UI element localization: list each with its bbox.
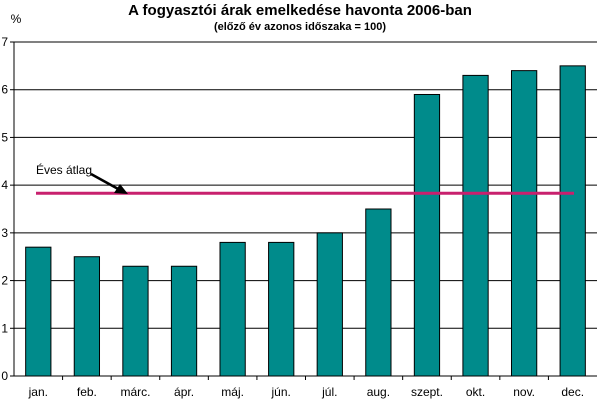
bar-0 [25, 246, 52, 377]
bar-7 [365, 208, 392, 377]
x-tick-label: szept. [411, 385, 443, 399]
bar-9 [462, 74, 489, 377]
bar-10 [510, 70, 538, 377]
x-tick-label: dec. [561, 385, 584, 399]
grid-lines [10, 41, 597, 377]
y-tick-label: 1 [1, 321, 8, 335]
x-tick-label: márc. [120, 385, 150, 399]
x-tick-label: nov. [513, 385, 535, 399]
y-tick-label: 5 [1, 130, 8, 144]
y-axis-unit-label: % [11, 12, 22, 26]
bar-5 [268, 241, 295, 377]
bar-3 [170, 265, 198, 377]
bar-1 [73, 256, 101, 377]
chart-title: A fogyasztói árak emelkedése havonta 200… [128, 2, 472, 19]
y-tick-label: 6 [1, 83, 8, 97]
x-tick-label: feb. [77, 385, 97, 399]
bar-8 [413, 93, 441, 377]
chart-subtitle: (előző év azonos időszaka = 100) [214, 21, 386, 33]
annotation-arrow-shaft [90, 172, 121, 192]
y-tick-label: 7 [1, 35, 8, 49]
bar-11 [559, 65, 586, 377]
bar-4 [219, 241, 246, 377]
bars [25, 65, 586, 377]
y-tick-label: 0 [1, 369, 8, 383]
y-axis-tick-labels: 0 1 2 3 4 5 6 7 [1, 35, 8, 383]
axes [13, 42, 597, 377]
x-tick-label: ápr. [174, 385, 194, 399]
average-reference: Éves átlag [36, 162, 574, 195]
bar-2 [122, 265, 149, 377]
y-tick-label: 3 [1, 226, 8, 240]
y-tick-label: 2 [1, 274, 8, 288]
average-label: Éves átlag [36, 162, 92, 177]
x-tick-label: máj. [221, 385, 244, 399]
x-tick-label: jún. [271, 385, 291, 399]
x-axis-tick-labels: jan. feb. márc. ápr. máj. jún. júl. aug. szept. o… [28, 376, 584, 399]
x-tick-label: aug. [367, 385, 390, 399]
annotation-arrow-head [114, 184, 128, 194]
x-tick-label: júl. [321, 385, 337, 399]
x-tick-label: okt. [466, 385, 485, 399]
x-tick-label: jan. [28, 385, 48, 399]
y-tick-label: 4 [1, 178, 8, 192]
bar-6 [316, 232, 343, 377]
